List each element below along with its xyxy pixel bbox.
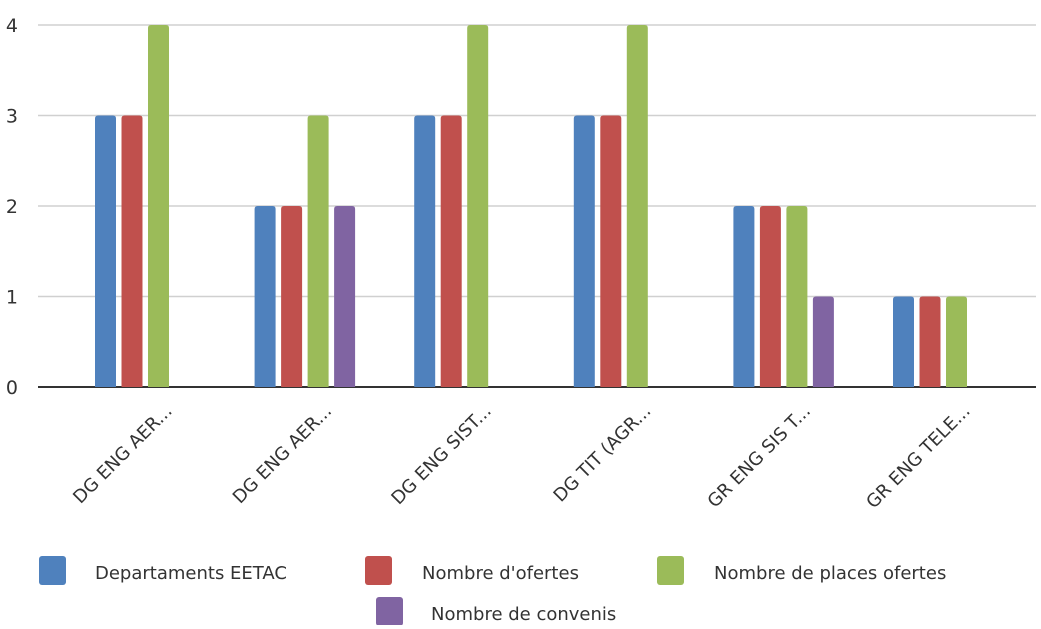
legend-label: Nombre de places ofertes bbox=[714, 563, 946, 584]
bar bbox=[946, 296, 967, 387]
y-tick-label: 1 bbox=[6, 287, 18, 309]
x-axis-ticks: DG ENG AER... DG ENG AER... DG ENG SIST...… bbox=[69, 401, 974, 513]
legend-swatch bbox=[376, 597, 403, 626]
bar bbox=[919, 296, 941, 387]
legend-swatch bbox=[365, 556, 392, 585]
x-tick-label: DG ENG AER... bbox=[229, 401, 336, 508]
x-tick-label: DG TIT (AGR... bbox=[550, 401, 656, 507]
y-axis-ticks: 0 1 2 3 4 bbox=[6, 15, 18, 399]
bar bbox=[467, 25, 489, 387]
y-tick-label: 2 bbox=[6, 196, 18, 218]
bar bbox=[281, 206, 303, 387]
bar bbox=[573, 115, 595, 387]
bar bbox=[759, 206, 781, 387]
legend-label: Nombre de convenis bbox=[431, 604, 616, 625]
x-tick-label: GR ENG SIS T... bbox=[703, 401, 814, 512]
y-tick-label: 0 bbox=[6, 377, 18, 399]
bar bbox=[95, 115, 116, 387]
bar bbox=[626, 25, 648, 387]
x-tick-label: GR ENG TELE... bbox=[862, 401, 974, 513]
x-tick-label: DG ENG AER... bbox=[69, 401, 176, 508]
bar bbox=[812, 296, 834, 387]
bar bbox=[786, 206, 808, 387]
bar bbox=[893, 296, 914, 387]
x-tick-label: DG ENG SIST... bbox=[387, 401, 495, 509]
y-tick-label: 4 bbox=[6, 15, 18, 37]
bar bbox=[733, 206, 755, 387]
bar bbox=[307, 115, 329, 387]
bar bbox=[148, 25, 169, 387]
y-tick-label: 3 bbox=[6, 106, 18, 128]
legend: Departaments EETAC Nombre d'ofertes Nombre… bbox=[39, 556, 946, 626]
legend-swatch bbox=[39, 556, 66, 585]
bars bbox=[95, 25, 967, 387]
bar bbox=[600, 115, 622, 387]
bar bbox=[440, 115, 462, 387]
bar bbox=[254, 206, 276, 387]
bar bbox=[121, 115, 143, 387]
legend-label: Nombre d'ofertes bbox=[422, 563, 579, 584]
legend-swatch bbox=[657, 556, 684, 585]
bar bbox=[414, 115, 436, 387]
legend-label: Departaments EETAC bbox=[95, 563, 287, 584]
gridlines bbox=[38, 24, 1036, 388]
bar bbox=[334, 206, 356, 387]
